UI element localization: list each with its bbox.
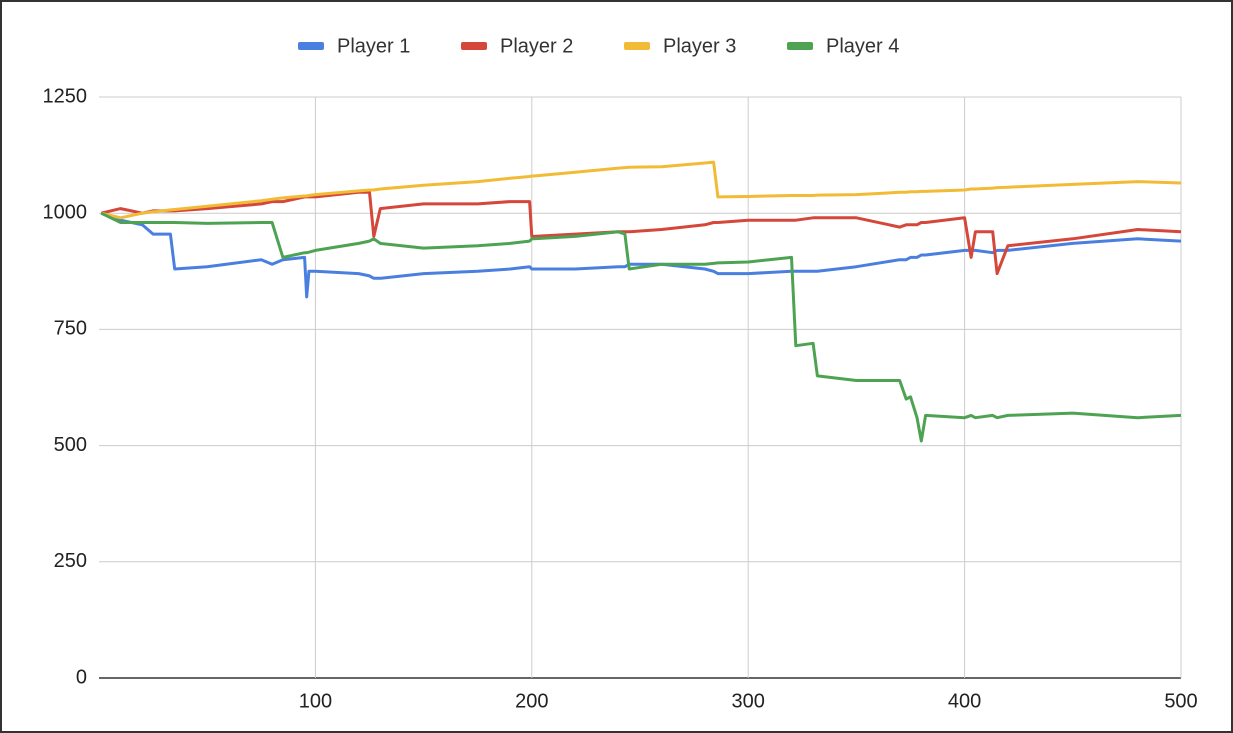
y-tick-label: 750 <box>54 318 87 340</box>
series-line <box>100 160 1182 220</box>
y-tick-label: 0 <box>76 666 87 688</box>
x-tick-label: 100 <box>299 690 332 712</box>
legend-label: Player 4 <box>826 35 899 57</box>
legend-label: Player 2 <box>500 35 573 57</box>
y-tick-label: 1250 <box>43 85 88 107</box>
x-tick-label: 500 <box>1164 690 1197 712</box>
x-tick-label: 400 <box>948 690 981 712</box>
legend-swatch <box>298 42 324 50</box>
y-tick-label: 1000 <box>43 201 88 223</box>
legend-swatch <box>624 42 650 50</box>
legend-swatch <box>787 42 813 50</box>
y-tick-label: 500 <box>54 434 87 456</box>
y-tick-label: 250 <box>54 550 87 572</box>
series-line <box>100 211 1182 299</box>
legend-label: Player 1 <box>337 35 410 57</box>
x-tick-label: 200 <box>515 690 548 712</box>
x-tick-label: 300 <box>732 690 765 712</box>
legend-swatch <box>461 42 487 50</box>
series-line <box>100 211 1182 443</box>
legend-label: Player 3 <box>663 35 736 57</box>
